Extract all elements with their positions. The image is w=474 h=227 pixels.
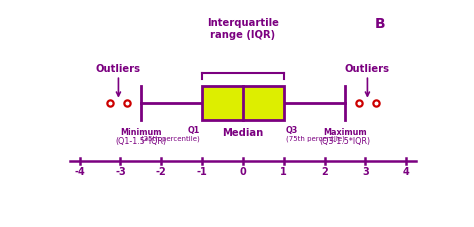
Text: BYJU'S: BYJU'S	[410, 14, 446, 24]
FancyBboxPatch shape	[357, 7, 403, 43]
Text: -3: -3	[115, 167, 126, 177]
Text: Interquartile
range (IQR): Interquartile range (IQR)	[207, 18, 279, 40]
Text: 4: 4	[403, 167, 410, 177]
Text: Q3: Q3	[286, 126, 298, 135]
Text: Minimum: Minimum	[120, 127, 162, 136]
Bar	[202, 86, 284, 121]
Text: (75th percentile): (75th percentile)	[286, 135, 345, 141]
Text: 0: 0	[239, 167, 246, 177]
Text: (Q1-1.5*IQR): (Q1-1.5*IQR)	[115, 136, 166, 145]
Text: -4: -4	[74, 167, 85, 177]
Text: The Learning App: The Learning App	[409, 32, 447, 36]
Text: B: B	[375, 17, 385, 31]
Text: Median: Median	[222, 127, 264, 137]
Text: -1: -1	[197, 167, 208, 177]
Text: Outliers: Outliers	[96, 63, 141, 97]
Text: Outliers: Outliers	[345, 63, 390, 97]
Text: -2: -2	[156, 167, 167, 177]
Text: Maximum: Maximum	[323, 127, 367, 136]
Text: (25th percentile): (25th percentile)	[141, 135, 200, 141]
Text: 1: 1	[280, 167, 287, 177]
Text: (Q3-1.5*IQR): (Q3-1.5*IQR)	[319, 136, 371, 145]
Text: Q1: Q1	[188, 126, 200, 135]
Text: 2: 2	[321, 167, 328, 177]
Text: 3: 3	[362, 167, 369, 177]
